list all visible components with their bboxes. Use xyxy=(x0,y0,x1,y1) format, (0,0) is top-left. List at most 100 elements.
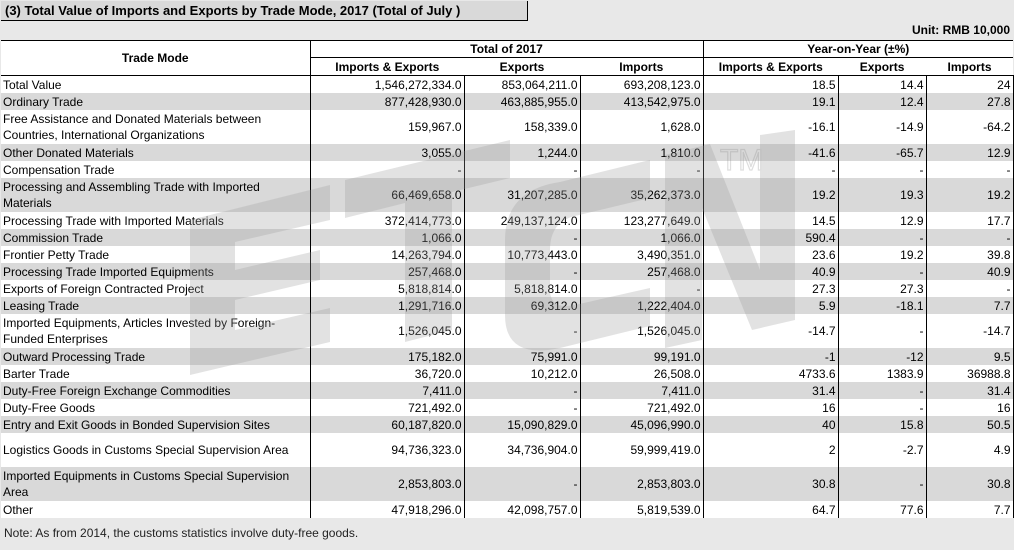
cell-value: -12 xyxy=(838,348,927,365)
table-row: Barter Trade 36,720.0 10,212.0 26,508.0 4733… xyxy=(1,365,1014,382)
cell-value: - xyxy=(838,314,927,348)
row-label: Leasing Trade xyxy=(1,297,311,314)
cell-value: 40.9 xyxy=(926,263,1014,280)
cell-value: - xyxy=(580,161,704,178)
cell-value: 257,468.0 xyxy=(310,263,465,280)
cell-value: - xyxy=(310,161,465,178)
header-trade-mode: Trade Mode xyxy=(1,40,311,76)
row-label: Exports of Foreign Contracted Project xyxy=(1,280,311,297)
cell-value: 16 xyxy=(926,399,1014,416)
cell-value: 19.3 xyxy=(838,178,927,212)
cell-value: 19.2 xyxy=(838,246,927,263)
header-total-group: Total of 2017 xyxy=(310,40,704,58)
cell-value: 14.4 xyxy=(838,75,927,93)
cell-value: -14.7 xyxy=(926,314,1014,348)
cell-value: 36988.8 xyxy=(926,365,1014,382)
cell-value: - xyxy=(926,280,1014,297)
cell-value: 31.4 xyxy=(703,382,839,399)
cell-value: 27.8 xyxy=(926,93,1014,110)
cell-value: 3,055.0 xyxy=(310,144,465,161)
cell-value: -1 xyxy=(703,348,839,365)
table-row: Leasing Trade 1,291,716.0 69,312.0 1,222,40… xyxy=(1,297,1014,314)
cell-value: - xyxy=(464,382,581,399)
cell-value: 19.2 xyxy=(703,178,839,212)
table-row: Logistics Goods in Customs Special Super… xyxy=(1,433,1014,467)
row-label: Free Assistance and Donated Materials be… xyxy=(1,110,311,144)
cell-value: 30.8 xyxy=(703,467,839,501)
cell-value: 1,810.0 xyxy=(580,144,704,161)
cell-value: - xyxy=(464,161,581,178)
cell-value: 10,212.0 xyxy=(464,365,581,382)
header-col-5: Imports xyxy=(926,57,1014,76)
row-label: Other xyxy=(1,501,311,518)
cell-value: 23.6 xyxy=(703,246,839,263)
cell-value: 4.9 xyxy=(926,433,1014,467)
cell-value: 5,818,814.0 xyxy=(464,280,581,297)
cell-value: - xyxy=(464,229,581,246)
cell-value: - xyxy=(926,161,1014,178)
cell-value: - xyxy=(838,467,927,501)
header-col-3: Imports & Exports xyxy=(703,57,839,76)
cell-value: 1,628.0 xyxy=(580,110,704,144)
table-row: Processing Trade with Imported Materials… xyxy=(1,212,1014,229)
cell-value: 17.7 xyxy=(926,212,1014,229)
row-label: Processing Trade Imported Equipments xyxy=(1,263,311,280)
cell-value: 94,736,323.0 xyxy=(310,433,465,467)
cell-value: 34,736,904.0 xyxy=(464,433,581,467)
row-label: Processing Trade with Imported Materials xyxy=(1,212,311,229)
table-row: Ordinary Trade 877,428,930.0 463,885,955.0… xyxy=(1,93,1014,110)
table-row: Imported Equipments in Customs Special S… xyxy=(1,467,1014,501)
cell-value: 12.9 xyxy=(838,212,927,229)
header-col-0: Imports & Exports xyxy=(310,57,464,76)
cell-value: 31,207,285.0 xyxy=(464,178,581,212)
cell-value: 27.3 xyxy=(838,280,927,297)
cell-value: 853,064,211.0 xyxy=(464,75,581,93)
cell-value: 99,191.0 xyxy=(580,348,704,365)
cell-value: 175,182.0 xyxy=(310,348,465,365)
cell-value: -41.6 xyxy=(703,144,839,161)
row-label: Entry and Exit Goods in Bonded Supervisi… xyxy=(1,416,311,433)
row-label: Other Donated Materials xyxy=(1,144,311,161)
row-label: Frontier Petty Trade xyxy=(1,246,311,263)
cell-value: -16.1 xyxy=(703,110,839,144)
cell-value: 2,853,803.0 xyxy=(580,467,704,501)
cell-value: 257,468.0 xyxy=(580,263,704,280)
cell-value: 721,492.0 xyxy=(580,399,704,416)
cell-value: 30.8 xyxy=(926,467,1014,501)
cell-value: 1,222,404.0 xyxy=(580,297,704,314)
table-row: Exports of Foreign Contracted Project 5,8… xyxy=(1,280,1014,297)
cell-value: 69,312.0 xyxy=(464,297,581,314)
table-row: Processing and Assembling Trade with Imp… xyxy=(1,178,1014,212)
cell-value: 26,508.0 xyxy=(580,365,704,382)
table-row: Entry and Exit Goods in Bonded Supervisi… xyxy=(1,416,1014,433)
row-label: Processing and Assembling Trade with Imp… xyxy=(1,178,311,212)
cell-value: 12.4 xyxy=(838,93,927,110)
cell-value: 5,819,539.0 xyxy=(580,501,704,518)
cell-value: 27.3 xyxy=(703,280,839,297)
cell-value: 24 xyxy=(926,75,1014,93)
row-label: Imported Equipments, Articles Invested b… xyxy=(1,314,311,348)
row-label: Compensation Trade xyxy=(1,161,311,178)
cell-value: 7,411.0 xyxy=(580,382,704,399)
unit-label: Unit: RMB 10,000 xyxy=(911,23,1010,37)
cell-value: 19.2 xyxy=(926,178,1014,212)
cell-value: 5.9 xyxy=(703,297,839,314)
cell-value: -18.1 xyxy=(838,297,927,314)
row-label: Barter Trade xyxy=(1,365,311,382)
row-label: Imported Equipments in Customs Special S… xyxy=(1,467,311,501)
cell-value: - xyxy=(703,161,839,178)
row-label: Outward Processing Trade xyxy=(1,348,311,365)
row-label: Duty-Free Goods xyxy=(1,399,311,416)
cell-value: 1,526,045.0 xyxy=(310,314,465,348)
cell-value: - xyxy=(838,161,927,178)
cell-value: 1,066.0 xyxy=(310,229,465,246)
row-label: Logistics Goods in Customs Special Super… xyxy=(1,433,311,467)
cell-value: 1,066.0 xyxy=(580,229,704,246)
cell-value: -65.7 xyxy=(838,144,927,161)
cell-value: 1,291,716.0 xyxy=(310,297,465,314)
cell-value: 40.9 xyxy=(703,263,839,280)
cell-value: - xyxy=(464,314,581,348)
cell-value: 123,277,649.0 xyxy=(580,212,704,229)
cell-value: 9.5 xyxy=(926,348,1014,365)
cell-value: 75,991.0 xyxy=(464,348,581,365)
